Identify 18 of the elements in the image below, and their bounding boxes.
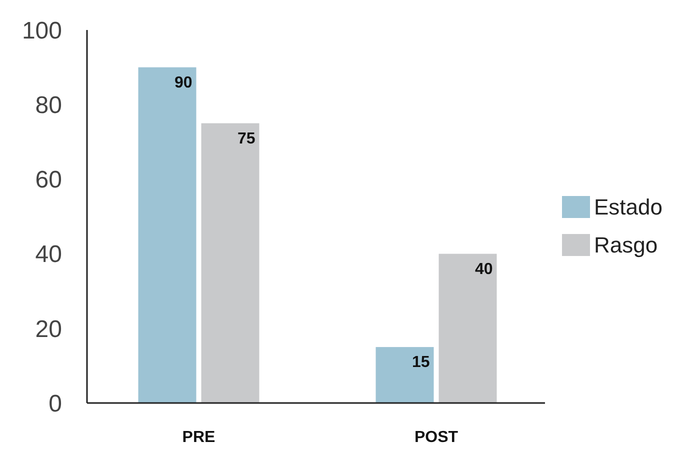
bar [201, 123, 260, 403]
y-tick-label: 40 [35, 241, 62, 268]
data-label: 90 [174, 74, 192, 92]
legend-label: Rasgo [594, 232, 658, 258]
bar [438, 254, 497, 403]
data-label: 75 [237, 130, 256, 148]
legend-label: Estado [594, 194, 662, 220]
data-label: 40 [474, 260, 493, 278]
bar [138, 67, 196, 403]
x-tick-label: PRE [182, 429, 216, 446]
y-tick-label: 60 [35, 166, 62, 194]
y-tick-label: 0 [48, 390, 62, 418]
bar [376, 347, 434, 403]
y-tick-label: 20 [35, 316, 62, 343]
y-tick-label: 100 [22, 17, 62, 44]
y-tick-label: 80 [35, 92, 62, 119]
data-label: 15 [412, 354, 430, 372]
x-tick-label: POST [414, 429, 458, 446]
